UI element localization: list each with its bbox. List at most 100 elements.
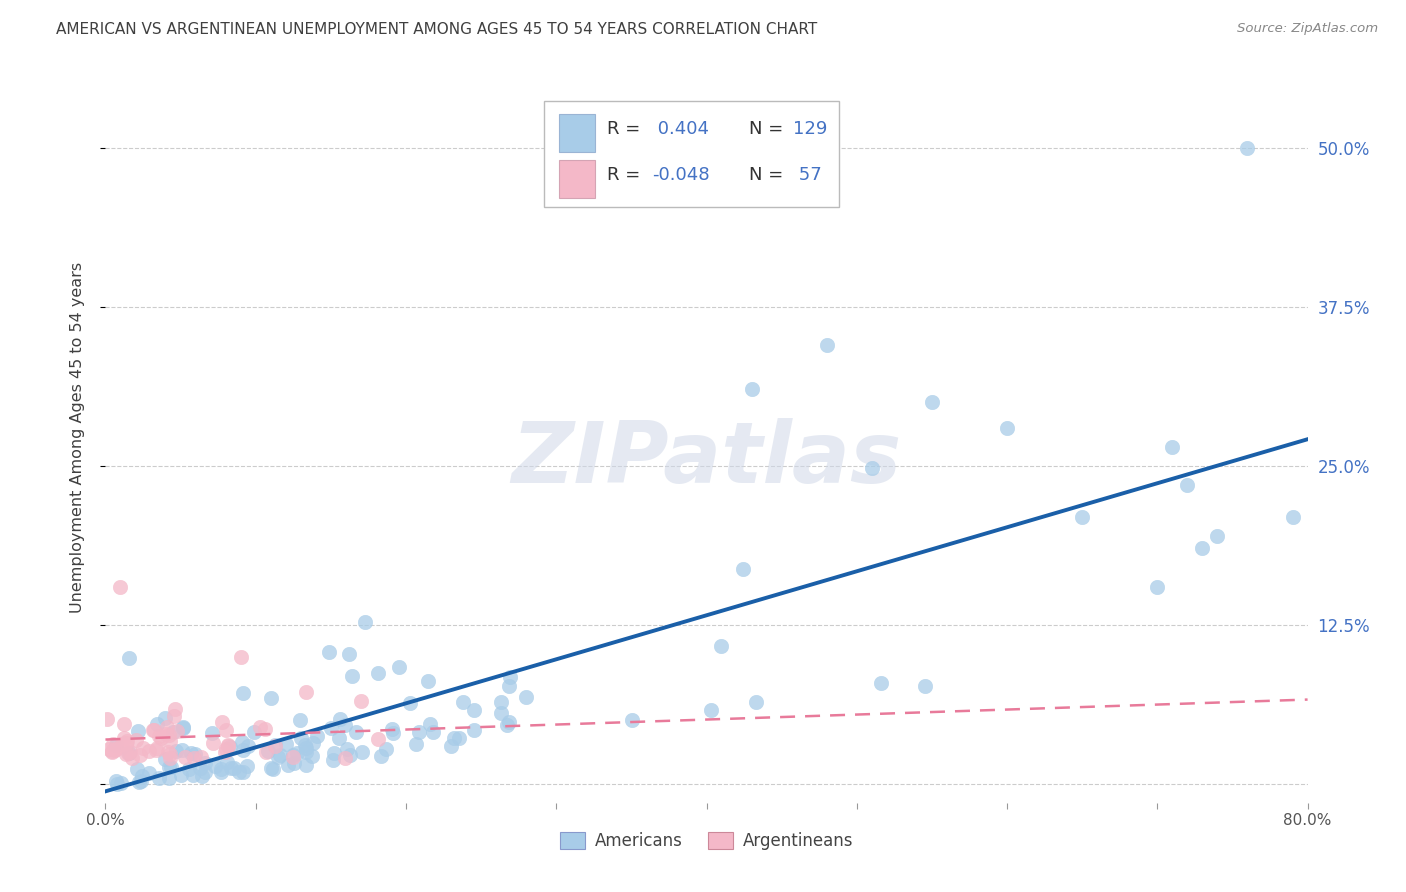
Point	[451, 695, 474, 709]
Point	[159, 760, 181, 774]
Point	[232, 685, 254, 699]
Point	[288, 713, 311, 727]
Point	[370, 748, 392, 763]
Point	[138, 744, 160, 758]
Point	[128, 748, 150, 763]
Point	[238, 739, 260, 753]
Point	[153, 751, 176, 765]
Point	[214, 742, 236, 756]
Point	[301, 736, 323, 750]
Point	[350, 745, 373, 759]
Point	[97, 742, 120, 756]
Legend: Americans, Argentineans: Americans, Argentineans	[553, 825, 860, 856]
Point	[870, 676, 893, 690]
Point	[121, 750, 143, 764]
Point	[101, 744, 124, 758]
Point	[260, 690, 283, 705]
Point	[463, 703, 485, 717]
Point	[489, 706, 512, 720]
Point	[162, 724, 184, 739]
Point	[295, 685, 318, 699]
Point	[333, 751, 356, 765]
Point	[443, 731, 465, 746]
Point	[148, 771, 170, 785]
Point	[283, 756, 305, 770]
Point	[214, 723, 236, 738]
Point	[177, 763, 200, 777]
Point	[353, 615, 375, 630]
Point	[1206, 529, 1229, 543]
Point	[1146, 580, 1168, 594]
Point	[700, 703, 723, 717]
Point	[253, 723, 276, 737]
Point	[350, 694, 373, 708]
Point	[498, 715, 520, 730]
Text: ZIPatlas: ZIPatlas	[512, 417, 901, 500]
Point	[96, 711, 118, 725]
Point	[744, 695, 766, 709]
Point	[733, 562, 755, 576]
Point	[112, 731, 135, 746]
Point	[921, 395, 943, 409]
Bar	[558, 160, 595, 198]
Point	[112, 717, 135, 731]
Point	[204, 758, 226, 772]
Point	[105, 738, 128, 752]
Point	[336, 742, 359, 756]
Point	[367, 732, 389, 747]
Point	[1281, 509, 1303, 524]
Point	[145, 742, 167, 756]
Point	[172, 743, 194, 757]
Point	[172, 720, 194, 734]
Point	[418, 674, 440, 689]
Point	[281, 750, 304, 764]
Point	[194, 756, 217, 770]
Point	[381, 722, 404, 736]
Point	[301, 749, 323, 764]
Point	[110, 580, 132, 594]
Point	[1161, 440, 1184, 454]
Point	[215, 755, 238, 769]
Point	[222, 761, 245, 775]
Text: R =: R =	[607, 167, 645, 185]
Point	[180, 746, 202, 760]
Point	[408, 725, 430, 739]
Point	[254, 745, 277, 759]
Point	[156, 746, 179, 760]
Point	[172, 721, 194, 735]
Point	[155, 727, 177, 741]
Point	[1236, 141, 1258, 155]
Point	[499, 670, 522, 684]
Y-axis label: Unemployment Among Ages 45 to 54 years: Unemployment Among Ages 45 to 54 years	[70, 261, 84, 613]
Point	[388, 659, 411, 673]
Point	[118, 746, 141, 760]
Point	[211, 762, 233, 776]
Point	[243, 725, 266, 739]
Point	[307, 729, 329, 743]
Text: -0.048: -0.048	[652, 167, 710, 185]
Point	[257, 744, 280, 758]
Point	[329, 712, 352, 726]
Point	[110, 776, 132, 790]
Point	[120, 745, 142, 759]
Point	[105, 777, 128, 791]
Point	[115, 736, 138, 750]
Point	[157, 771, 180, 785]
Point	[115, 747, 138, 761]
Bar	[558, 114, 595, 152]
Point	[157, 759, 180, 773]
Point	[194, 764, 217, 779]
Point	[319, 721, 342, 735]
Point	[129, 773, 152, 788]
Point	[201, 726, 224, 740]
Point	[183, 751, 205, 765]
Point	[249, 720, 271, 734]
Point	[235, 759, 257, 773]
Point	[115, 733, 138, 747]
Point	[283, 747, 305, 762]
Point	[267, 749, 290, 764]
Point	[741, 383, 763, 397]
Point	[138, 766, 160, 780]
Point	[190, 750, 212, 764]
Point	[148, 729, 170, 743]
